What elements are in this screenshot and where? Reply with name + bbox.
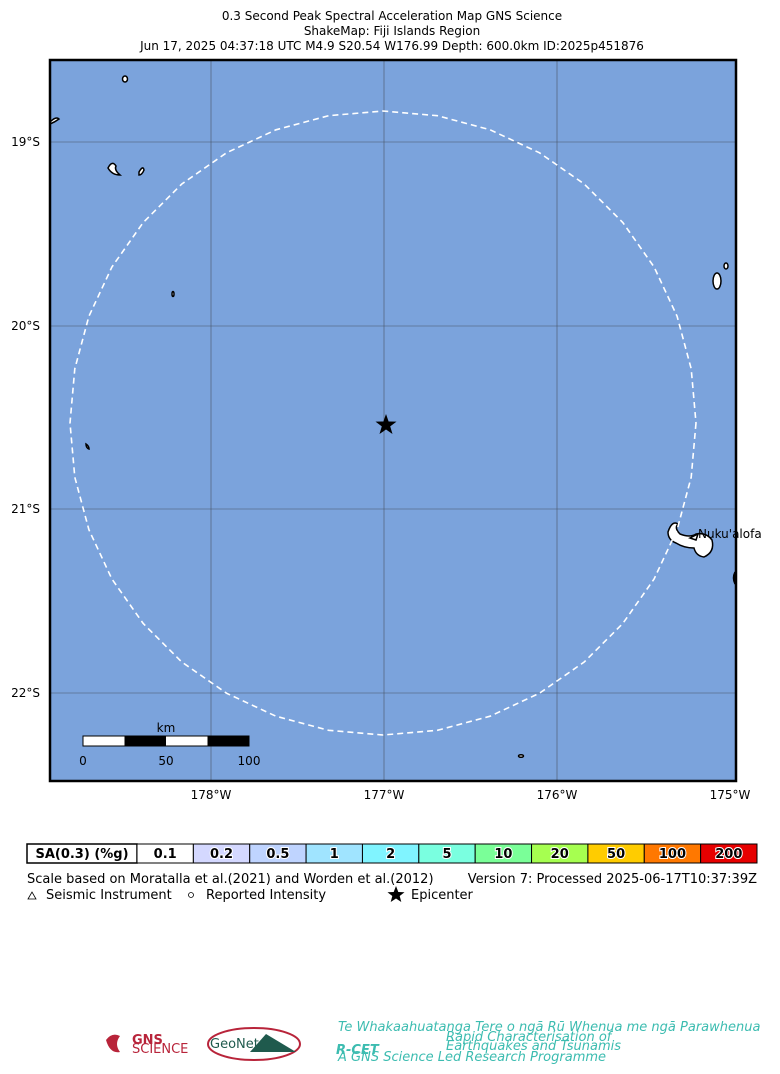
lon-label: 177°W — [364, 788, 405, 802]
logos: GNS SCIENCE GeoNet Te Whakaahuatanga Ter… — [106, 1020, 760, 1065]
scale-label: 100 — [238, 754, 261, 768]
scale-label: 0.2 — [210, 847, 233, 862]
scale-label: 200 — [715, 847, 742, 862]
scale-label: 0.1 — [154, 847, 177, 862]
rcet-side: Earthquakes and Tsunamis — [446, 1039, 621, 1054]
scale-label: 10 — [494, 847, 512, 862]
map-frame — [48, 58, 738, 783]
map: Nuku'alofa km 0 50 100 19°S 20°S 21°S 22… — [11, 58, 762, 802]
ocean — [50, 60, 736, 781]
scale-label: 50 — [607, 847, 625, 862]
lat-label: 21°S — [11, 502, 40, 516]
symbol-legend: Seismic Instrument Reported Intensity Ep… — [27, 886, 474, 903]
scale-label: 20 — [551, 847, 569, 862]
color-scale: SA(0.3) (%g) 0.1 0.2 0.5 1 2 5 10 20 50 100 200 — [26, 843, 758, 864]
legend-item: Reported Intensity — [206, 888, 326, 903]
rcet-logo: R-CET — [336, 1043, 380, 1058]
gns-logo: GNS — [132, 1033, 163, 1048]
scale-label: 2 — [386, 847, 395, 862]
scale-label: 1 — [330, 847, 339, 862]
scale-label: 0 — [79, 754, 87, 768]
lat-label: 20°S — [11, 319, 40, 333]
scale-cell — [700, 843, 758, 864]
scale-unit: km — [157, 721, 176, 735]
scale-note: Scale based on Moratalla et al.(2021) an… — [27, 872, 434, 887]
scale-title: SA(0.3) (%g) — [35, 847, 128, 862]
version: Version 7: Processed 2025-06-17T10:37:39… — [468, 872, 757, 887]
scale-label: 5 — [442, 847, 451, 862]
rcet-bottom: A GNS Science Led Research Programme — [337, 1050, 606, 1065]
scale-bar: km 0 50 100 — [79, 721, 260, 768]
scale-label: 50 — [158, 754, 173, 768]
place-label: Nuku'alofa — [698, 527, 762, 541]
subtitle: ShakeMap: Fiji Islands Region — [304, 24, 480, 38]
legend-item: Seismic Instrument — [46, 888, 172, 903]
lon-label: 178°W — [191, 788, 232, 802]
lon-label: 175°W — [710, 788, 751, 802]
islands — [49, 75, 736, 759]
gns-logo-sub: SCIENCE — [132, 1042, 188, 1057]
lon-label: 176°W — [537, 788, 578, 802]
geonet-logo: GeoNet — [210, 1037, 259, 1052]
rcet-side: Rapid Characterisation of — [446, 1030, 614, 1045]
epicenter — [375, 414, 397, 434]
title: 0.3 Second Peak Spectral Acceleration Ma… — [222, 9, 562, 23]
intensity-contour — [69, 110, 697, 736]
lat-label: 19°S — [11, 135, 40, 149]
scale-label: 0.5 — [266, 847, 289, 862]
legend-item: Epicenter — [411, 888, 474, 903]
event-info: Jun 17, 2025 04:37:18 UTC M4.9 S20.54 W1… — [139, 39, 644, 53]
rcet-top: Te Whakaahuatanga Tere o ngā Rū Whenua m… — [338, 1020, 760, 1035]
scale-label: 100 — [659, 847, 686, 862]
graticule — [50, 60, 736, 781]
lat-label: 22°S — [11, 686, 40, 700]
